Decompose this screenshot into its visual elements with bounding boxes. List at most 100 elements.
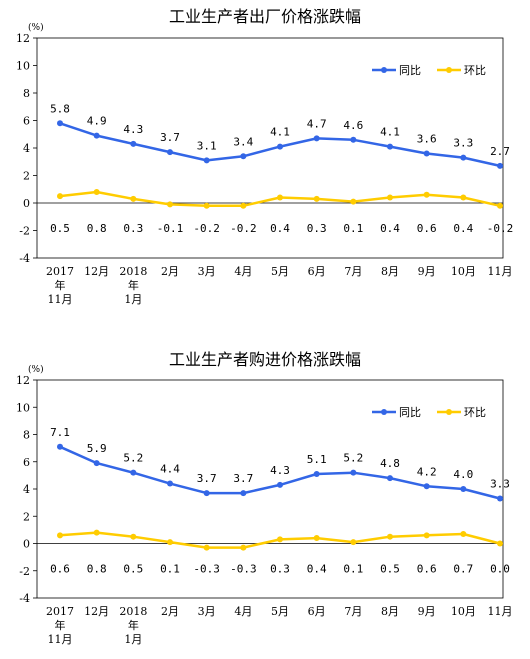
chart-title: 工业生产者出厂价格涨跌幅 [169, 7, 361, 26]
data-point [93, 460, 100, 467]
data-point [167, 201, 173, 208]
x-tick-label: 年 [128, 278, 139, 292]
x-tick-label: 3月 [198, 605, 216, 618]
data-point [313, 471, 320, 478]
y-tick-label: 2 [23, 510, 30, 523]
legend-label: 环比 [464, 406, 486, 419]
data-label: 4.9 [87, 115, 107, 128]
x-tick-label: 2017 [46, 265, 74, 278]
x-tick-label: 5月 [271, 605, 289, 618]
data-point [313, 535, 320, 542]
x-tick-label: 10月 [451, 265, 476, 278]
purchase-price-chart: 工业生产者购进价格涨跌幅 (%) -4 -2 0 2 4 6 8 10 12 2017 年 11月 12月 2… [0, 340, 530, 659]
y-tick-label: -4 [19, 252, 30, 265]
x-tick-label: 2月 [161, 265, 179, 278]
y-tick-label: 12 [16, 32, 30, 45]
x-tick-label: 2017 [46, 605, 74, 618]
x-tick-label: 4月 [234, 605, 252, 618]
y-tick-label: -4 [19, 592, 30, 605]
legend-label: 同比 [399, 406, 421, 419]
data-label: 5.9 [87, 442, 107, 455]
data-label: -0.1 [157, 222, 184, 235]
data-label: 4.6 [343, 119, 363, 132]
data-label: -0.2 [487, 222, 514, 235]
data-label: 4.7 [307, 117, 327, 130]
data-label: 5.2 [123, 452, 143, 465]
data-label: -0.2 [193, 222, 220, 235]
x-tick-label: 1月 [124, 293, 142, 306]
data-point [460, 486, 467, 492]
data-point [130, 140, 137, 147]
y-tick-label: 10 [16, 401, 30, 414]
y-tick-label: 6 [23, 115, 30, 128]
data-label: 0.3 [270, 563, 290, 576]
data-point [497, 495, 503, 502]
data-point [240, 544, 247, 551]
data-label: 4.1 [270, 126, 290, 139]
data-point [203, 202, 210, 209]
data-label: -0.3 [193, 563, 220, 576]
data-point [387, 533, 393, 540]
data-label: 0.1 [160, 563, 180, 576]
data-point [313, 135, 320, 142]
data-point [57, 120, 63, 127]
data-point [277, 536, 283, 543]
data-point [460, 530, 467, 537]
y-tick-label: 4 [23, 483, 30, 496]
data-label: 4.8 [380, 457, 400, 470]
data-label: 0.5 [123, 563, 143, 576]
data-point [350, 198, 357, 205]
data-label: 0.4 [307, 563, 327, 576]
y-unit: (%) [28, 22, 44, 33]
data-point [203, 490, 210, 497]
x-tick-label: 6月 [308, 265, 326, 278]
data-label: 0.7 [453, 563, 473, 576]
data-label: 0.1 [343, 563, 363, 576]
data-label: 3.7 [160, 131, 180, 144]
y-tick-label: 0 [23, 197, 30, 210]
data-point [387, 475, 393, 482]
data-label: 5.2 [343, 452, 363, 465]
data-point [423, 191, 430, 198]
data-label: 7.1 [50, 426, 70, 439]
legend-label: 环比 [464, 64, 486, 77]
x-tick-label: 12月 [84, 605, 109, 618]
data-label: 0.3 [123, 222, 143, 235]
x-tick-label: 年 [55, 618, 66, 632]
x-tick-label: 11月 [488, 265, 513, 278]
y-tick-label: 12 [16, 374, 30, 387]
data-point [57, 193, 63, 200]
data-label: 4.3 [270, 464, 290, 477]
data-point [240, 490, 247, 497]
data-point [423, 483, 430, 490]
data-label: 0.3 [307, 222, 327, 235]
x-tick-label: 7月 [344, 265, 362, 278]
data-label: 3.3 [490, 478, 510, 491]
data-point [130, 195, 137, 202]
data-point [277, 481, 283, 488]
legend: 同比 环比 [372, 64, 486, 77]
x-tick-label: 7月 [344, 605, 362, 618]
data-label: 4.1 [380, 126, 400, 139]
data-point [423, 150, 430, 157]
data-label: 0.5 [380, 563, 400, 576]
data-point [277, 143, 283, 150]
data-label: 3.7 [233, 472, 253, 485]
data-label: 0.4 [453, 222, 473, 235]
output-price-chart: 工业生产者出厂价格涨跌幅 (%) -4 -2 0 2 4 6 8 10 12 2017 年 11月 12月 2… [0, 0, 530, 325]
data-point [203, 544, 210, 551]
data-label: 3.3 [453, 137, 473, 150]
x-tick-label: 1月 [124, 633, 142, 646]
data-point [350, 469, 357, 476]
data-label: 0.8 [87, 222, 107, 235]
data-label: -0.2 [230, 222, 257, 235]
data-point [277, 194, 283, 201]
data-point [130, 533, 137, 540]
y-tick-label: 2 [23, 170, 30, 183]
x-tick-label: 2018 [119, 265, 147, 278]
data-point [167, 480, 173, 487]
x-tick-label: 11月 [48, 633, 73, 646]
data-point [93, 529, 100, 536]
x-tick-label: 12月 [84, 265, 109, 278]
